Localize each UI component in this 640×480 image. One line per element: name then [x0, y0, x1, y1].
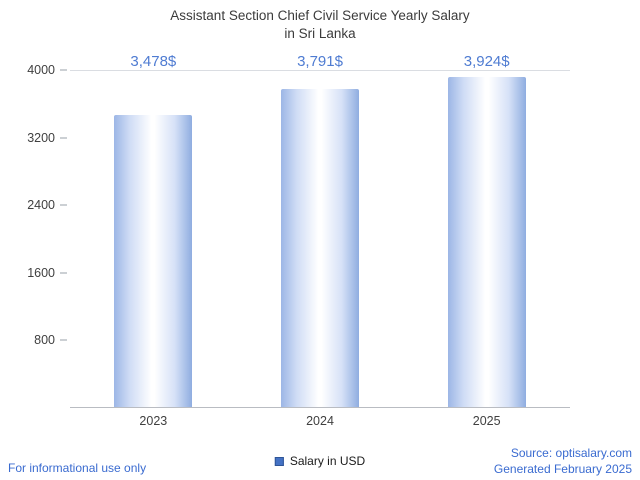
bar-slot [70, 71, 237, 407]
value-label-row: 3,478$ 3,791$ 3,924$ [70, 50, 570, 72]
legend-swatch-icon [274, 456, 284, 466]
bar-2025 [447, 77, 526, 407]
bar-slot [237, 71, 404, 407]
y-axis-tick [60, 272, 67, 274]
y-axis-label: 3200 [27, 130, 55, 145]
source-block: Source: optisalary.com Generated Februar… [494, 445, 632, 477]
legend: Salary in USD [274, 454, 366, 468]
bar-value-label: 3,791$ [297, 52, 343, 70]
y-axis-tick [60, 204, 67, 206]
bar-2024 [281, 88, 359, 407]
y-axis: 4000 3200 2400 1600 800 [0, 63, 70, 408]
generated-text: Generated February 2025 [493, 462, 632, 476]
legend-label: Salary in USD [289, 454, 366, 468]
chart-title-line1: Assistant Section Chief Civil Service Ye… [170, 8, 470, 23]
y-axis-label: 2400 [27, 198, 55, 213]
plot-area [70, 70, 570, 408]
y-axis-tick [60, 137, 67, 139]
y-axis-tick [60, 339, 67, 341]
x-axis-labels: 2023 2024 2025 [70, 414, 570, 430]
disclaimer-text: For informational use only [8, 461, 147, 475]
y-axis-label: 800 [34, 333, 55, 348]
chart-title-line2: in Sri Lanka [284, 25, 356, 41]
bar-value-label: 3,924$ [463, 52, 510, 70]
x-axis-label: 2025 [472, 414, 501, 428]
bar-2023 [114, 114, 193, 407]
x-axis-label: 2023 [139, 414, 168, 428]
bar-slot [403, 71, 570, 407]
y-axis-label: 1600 [27, 265, 55, 280]
x-axis-label: 2024 [306, 414, 334, 428]
bar-value-label: 3,478$ [130, 52, 177, 70]
y-axis-label: 4000 [27, 63, 55, 77]
y-axis-tick [60, 69, 67, 71]
source-link[interactable]: Source: optisalary.com [510, 446, 632, 460]
chart-title: Assistant Section Chief Civil Service Ye… [0, 7, 640, 42]
